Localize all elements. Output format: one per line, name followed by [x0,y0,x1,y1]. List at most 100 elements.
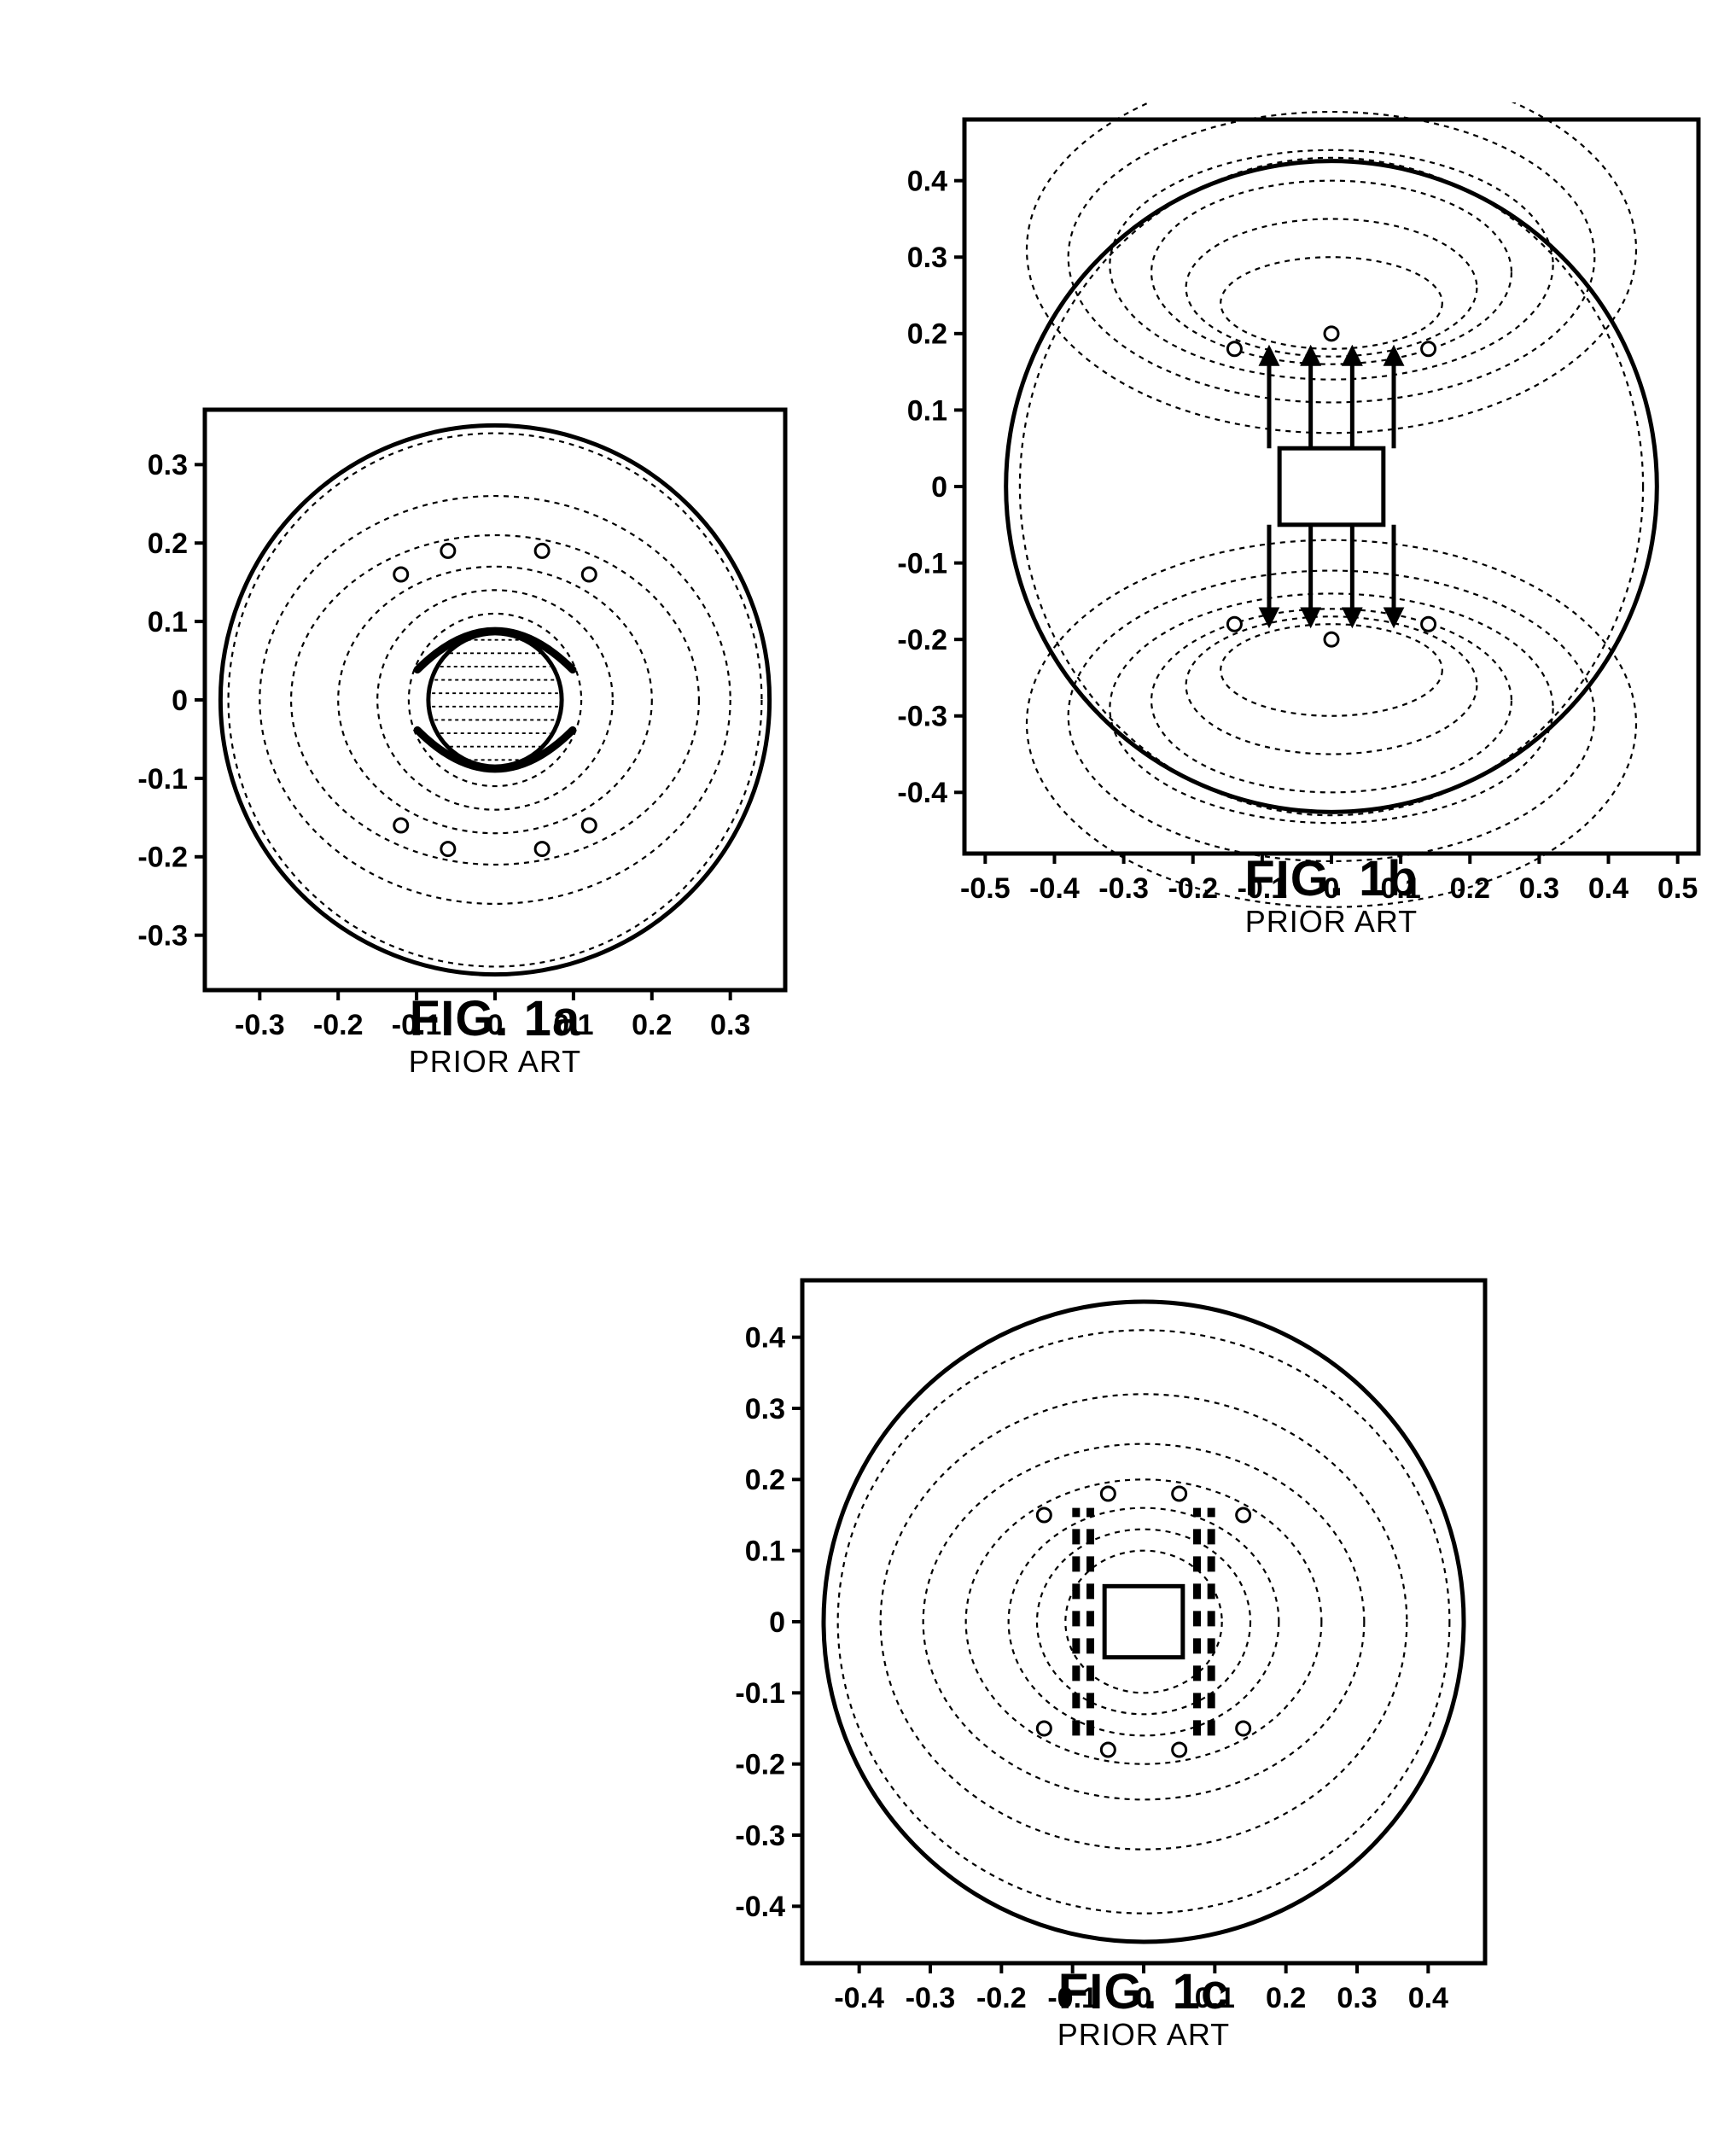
y-tick-label: -0.4 [897,777,947,809]
x-tick-label: 0.2 [1266,1982,1306,2014]
plot-frame [802,1280,1485,1963]
figure-subtitle: PRIOR ART [367,1044,623,1080]
x-tick-label: 0.3 [710,1009,750,1041]
x-tick-label: 0.3 [1337,1982,1377,2014]
coil-marker [1325,327,1338,341]
y-tick-label: -0.2 [137,842,188,874]
y-tick-label: -0.3 [897,701,947,733]
figure-number: FIG. 1a [367,990,623,1047]
y-tick-label: -0.1 [897,547,947,580]
x-tick-label: -0.3 [235,1009,285,1041]
center-shape [1104,1586,1183,1657]
y-tick-label: 0.2 [745,1464,785,1496]
chart-c: -0.4-0.3-0.2-0.100.10.20.30.4-0.4-0.3-0.… [708,1263,1502,2031]
coil-marker [1173,1743,1186,1757]
x-tick-label: 0.5 [1657,872,1698,905]
bore-outline [824,1302,1464,1942]
coil-marker [1101,1743,1115,1757]
x-tick-label: 0.4 [1408,1982,1448,2014]
y-tick-label: 0.1 [148,606,188,638]
coil-marker [441,544,455,557]
coil-marker [1037,1722,1051,1735]
x-tick-label: -0.3 [906,1982,956,2014]
y-tick-label: 0.1 [745,1536,785,1568]
x-tick-label: -0.4 [834,1982,884,2014]
x-tick-label: -0.4 [1029,872,1080,905]
x-tick-label: -0.2 [313,1009,364,1041]
figure-1c-panel: -0.4-0.3-0.2-0.100.10.20.30.4-0.4-0.3-0.… [708,1263,1502,2031]
x-tick-label: 0.3 [1519,872,1559,905]
contour-line [966,1479,1322,1763]
coil-marker [394,819,408,832]
y-tick-label: -0.2 [897,624,947,656]
contour-line [838,1330,1450,1913]
contour-lobe [1027,102,1636,433]
contour-lobe [1110,593,1552,823]
contour-lobe [1069,112,1595,402]
coil-marker [535,842,549,856]
coil-marker [1173,1487,1186,1501]
y-tick-label: 0.4 [745,1322,785,1355]
coil-marker [1101,1487,1115,1501]
x-tick-label: -0.3 [1098,872,1149,905]
y-tick-label: 0.2 [148,527,188,560]
y-tick-label: 0.3 [148,449,188,481]
y-tick-label: 0.1 [907,394,947,427]
contour-line [229,434,762,967]
contour-line [377,590,613,809]
figure-1a-panel: -0.3-0.2-0.100.10.20.3-0.3-0.2-0.100.10.… [111,393,802,1058]
coil-marker [1227,342,1241,356]
y-tick-label: -0.1 [735,1677,785,1710]
coil-marker [1325,632,1338,646]
y-tick-label: -0.1 [137,763,188,796]
figure-number: FIG. 1c [1016,1963,1272,2020]
contour-line [1037,1530,1250,1715]
contour-line [1020,158,1643,815]
figure-caption: FIG. 1cPRIOR ART [1016,1963,1272,2053]
bore-outline [220,425,769,974]
figure-1b-panel: -0.5 -0.4 -0.3 -0.2 -0.1 0 0.1 0.2 0.3 0.4 0.5 -0.4… [871,102,1716,922]
y-tick-label: 0.3 [745,1393,785,1425]
coil-marker [535,544,549,557]
plot-frame [964,119,1698,854]
coil-marker [1237,1722,1250,1735]
contour-lobe [1069,571,1595,861]
chart-a: -0.3-0.2-0.100.10.20.3-0.3-0.2-0.100.10.… [111,393,802,1058]
figure-subtitle: PRIOR ART [1203,904,1459,940]
y-tick-label: 0 [931,471,947,504]
x-tick-label: 0.2 [632,1009,672,1041]
figure-subtitle: PRIOR ART [1016,2017,1272,2053]
coil-marker [1422,342,1436,356]
y-tick-label: -0.2 [735,1749,785,1781]
coil-marker [1227,617,1241,631]
coil-marker [582,819,596,832]
contour-lobe [1110,150,1552,380]
y-tick-label: 0.2 [907,318,947,351]
coil-marker [582,568,596,581]
y-tick-label: -0.3 [735,1820,785,1852]
figure-caption: FIG. 1aPRIOR ART [367,990,623,1080]
y-tick-label: -0.4 [735,1891,785,1923]
x-tick-label: -0.5 [960,872,1011,905]
bore-outline [1006,161,1657,813]
center-shape [1279,448,1384,525]
coil-marker [1037,1508,1051,1522]
contour-line [338,567,652,833]
y-tick-label: 0 [172,685,188,717]
x-tick-label: 0.4 [1588,872,1628,905]
y-tick-label: -0.3 [137,920,188,953]
figure-number: FIG. 1b [1203,850,1459,907]
contour-line [291,535,699,865]
y-tick-label: 0.4 [907,166,947,198]
coil-marker [1422,617,1436,631]
contour-line [881,1394,1407,1849]
contour-line [259,496,730,904]
y-tick-label: 0.3 [907,242,947,274]
coil-marker [394,568,408,581]
figure-caption: FIG. 1bPRIOR ART [1203,850,1459,940]
figure-page: -0.3 -0.2 -0.1 0 0.1 0.2 0.3 -0.3 -0.2 -0.1 0 0.1 0.… [0,0,1736,2139]
y-tick-label: 0 [769,1606,785,1639]
contour-line [1009,1508,1279,1736]
center-shape [428,633,562,766]
chart-b: -0.5 -0.4 -0.3 -0.2 -0.1 0 0.1 0.2 0.3 0.4 0.5 -0.4… [871,102,1716,922]
